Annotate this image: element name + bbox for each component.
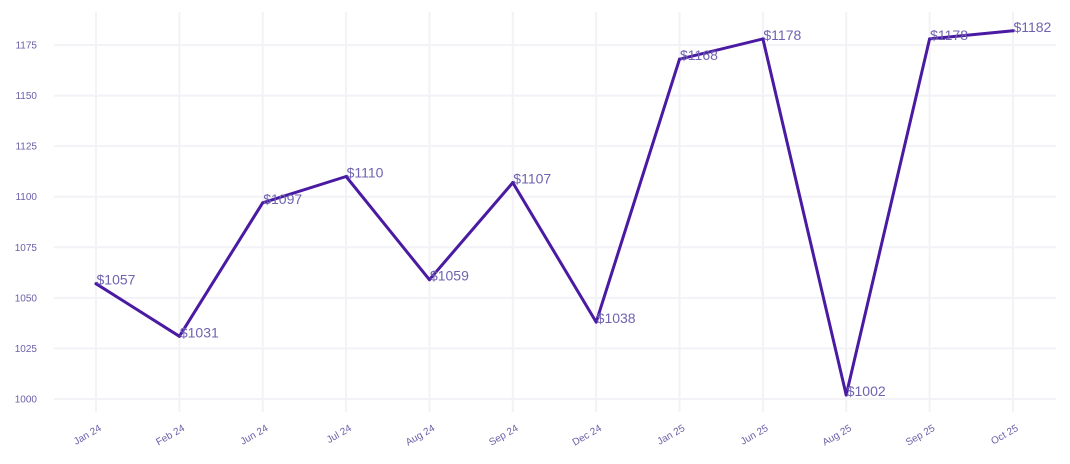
data-label: $1002	[847, 383, 886, 399]
y-tick-label: 1025	[15, 344, 38, 355]
x-tick-label: Aug 25	[821, 423, 854, 449]
x-tick-label: Jun 25	[739, 423, 771, 448]
data-point	[261, 201, 265, 205]
x-axis: Jan 24 Feb 24 Jun 24 Jul 24 Aug 24 Sep 24 Dec …	[72, 423, 1021, 449]
x-tick-label: Aug 24	[404, 423, 437, 449]
x-tick-label: Jun 24	[239, 423, 271, 448]
data-label: $1178	[930, 27, 968, 43]
data-label: $1178	[763, 27, 801, 43]
y-tick-label: 1150	[15, 91, 37, 102]
data-label: $1168	[680, 47, 718, 63]
data-point	[1011, 29, 1015, 33]
data-label: $1182	[1013, 19, 1051, 35]
x-tick-label: Jan 24	[72, 423, 104, 448]
data-point	[344, 174, 348, 178]
y-tick-label: 1000	[15, 395, 38, 406]
x-tick-label: Jan 25	[656, 423, 688, 448]
x-tick-label: Jul 24	[325, 423, 354, 446]
x-tick-label: Sep 24	[487, 423, 520, 449]
y-tick-label: 1125	[15, 142, 37, 153]
data-point	[511, 181, 515, 185]
y-tick-label: 1100	[15, 192, 37, 203]
data-point	[761, 37, 765, 41]
data-label: $1038	[597, 310, 636, 326]
x-tick-label: Dec 24	[571, 423, 604, 449]
grid-layer	[54, 12, 1056, 412]
data-label: $1057	[97, 272, 136, 288]
data-label: $1059	[430, 268, 469, 284]
y-axis: 1000 1025 1050 1075 1100 1125 1150 1175	[15, 41, 38, 406]
y-tick-label: 1050	[15, 293, 38, 304]
data-point	[177, 334, 181, 338]
data-point	[928, 37, 932, 41]
data-label: $1110	[347, 164, 384, 180]
y-tick-label: 1175	[15, 41, 37, 52]
y-tick-label: 1075	[15, 243, 38, 254]
data-point	[594, 320, 598, 324]
data-point	[844, 393, 848, 397]
series-layer	[94, 29, 1015, 397]
data-label: $1107	[513, 171, 551, 187]
data-point	[427, 278, 431, 282]
data-point	[94, 282, 98, 286]
data-point	[678, 57, 682, 61]
x-tick-label: Sep 25	[904, 423, 937, 449]
x-tick-label: Oct 25	[989, 423, 1020, 447]
data-label: $1031	[180, 324, 219, 340]
x-tick-label: Feb 24	[154, 423, 187, 448]
data-label-layer: $1057 $1031 $1097 $1110 $1059 $1107 $1038 $1168…	[97, 19, 1052, 399]
series-line	[94, 29, 1015, 397]
data-label: $1097	[263, 191, 302, 207]
